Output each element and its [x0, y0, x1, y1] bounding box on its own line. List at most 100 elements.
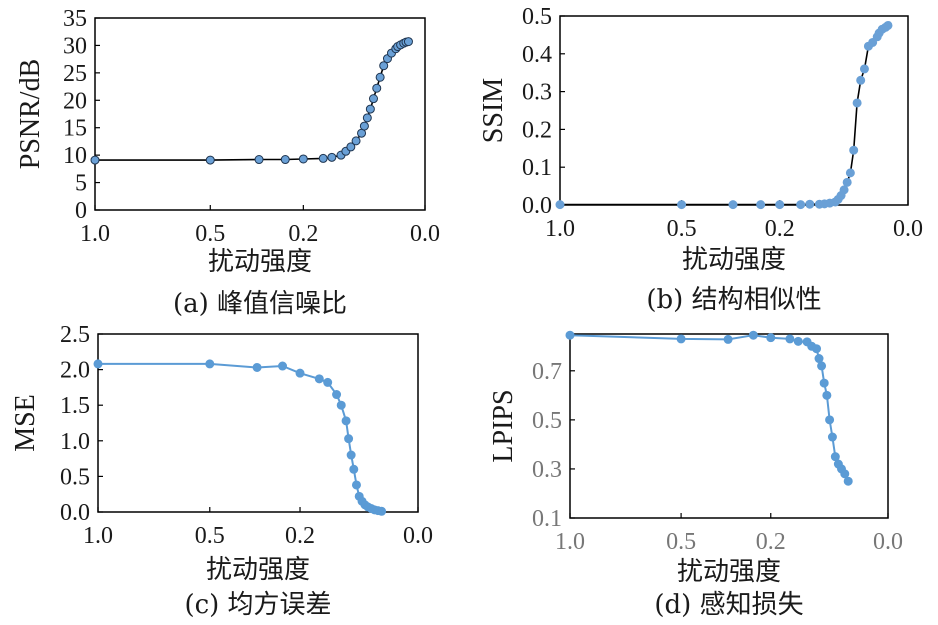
x-tick-label: 0.0	[873, 529, 903, 555]
y-tick-label: 2.5	[60, 322, 90, 348]
data-point	[827, 432, 837, 442]
data-point	[825, 415, 835, 425]
data-point	[372, 83, 382, 93]
y-tick-label: 0.5	[532, 408, 562, 434]
data-point	[362, 113, 372, 123]
data-point	[351, 480, 361, 490]
y-tick-label: 0.1	[522, 155, 552, 181]
data-point	[298, 154, 308, 164]
data-point	[346, 142, 356, 152]
y-tick-label: 0.7	[532, 359, 562, 385]
x-tick-label: 0.5	[667, 216, 697, 242]
data-point	[883, 20, 893, 30]
y-tick-label: 0.4	[522, 42, 552, 68]
data-point	[341, 416, 351, 426]
y-tick-label: 0.5	[522, 4, 552, 30]
y-tick-label: 0.2	[522, 117, 552, 143]
data-point	[344, 434, 354, 444]
data-point	[817, 361, 827, 371]
data-point	[375, 72, 385, 82]
data-point	[280, 155, 290, 165]
data-point	[785, 334, 795, 344]
y-tick-label: 0.0	[60, 500, 90, 526]
data-point	[359, 121, 369, 131]
data-point	[830, 452, 840, 462]
data-point	[856, 75, 866, 85]
series-line	[560, 24, 889, 206]
y-tick-label: 0.1	[532, 506, 562, 532]
x-tick-label: 0.2	[765, 216, 795, 242]
y-tick-label: 1.0	[60, 429, 90, 455]
data-point	[295, 368, 305, 378]
data-point	[314, 374, 324, 384]
data-point	[351, 136, 361, 146]
panel-caption: (b) 结构相似性	[646, 285, 821, 315]
data-point	[843, 476, 853, 486]
data-point	[805, 199, 815, 209]
y-axis-label: LPIPS	[488, 389, 519, 462]
chart-panel-c: 0.0 0.5 1.0 1.5 2.0 2.5 1.0 0.5 0.2 0.0 扰动强度 MSE (c)…	[10, 322, 433, 620]
data-point	[278, 361, 288, 371]
data-point	[346, 450, 356, 460]
y-tick-label: 15	[63, 116, 87, 142]
data-point	[677, 200, 687, 210]
data-point	[766, 333, 776, 343]
data-point	[555, 200, 565, 210]
panel-caption: (c) 均方误差	[184, 590, 331, 620]
data-point	[812, 344, 822, 354]
data-point	[349, 464, 359, 474]
data-point	[365, 104, 375, 114]
data-point	[793, 336, 803, 346]
y-tick-label: 2.0	[60, 358, 90, 384]
data-point	[840, 469, 850, 479]
y-tick-label: 30	[63, 33, 87, 59]
y-tick-label: 0.5	[60, 464, 90, 490]
y-tick-label: 5	[75, 171, 87, 197]
data-point	[254, 155, 264, 165]
y-tick-label: 0.3	[532, 457, 562, 483]
y-tick-label: 25	[63, 61, 87, 87]
x-tick-label: 0.0	[410, 221, 440, 247]
data-point	[368, 94, 378, 104]
data-point	[728, 200, 738, 210]
y-tick-label: 0.3	[522, 80, 552, 106]
x-tick-label: 0.0	[893, 216, 923, 242]
panel-caption: (d) 感知损失	[654, 590, 803, 620]
x-tick-label: 0.5	[195, 221, 225, 247]
data-point	[90, 155, 100, 165]
x-tick-label: 0.2	[288, 221, 318, 247]
data-point	[756, 200, 766, 210]
data-point	[842, 177, 852, 187]
y-axis-label: MSE	[10, 394, 41, 452]
data-point	[849, 145, 859, 155]
y-axis-label: SSIM	[478, 78, 509, 143]
data-point	[839, 185, 849, 195]
data-point	[332, 390, 342, 400]
data-point	[93, 359, 103, 369]
panel-caption: (a) 峰值信噪比	[173, 289, 347, 319]
y-tick-label: 35	[63, 6, 87, 32]
y-tick-label: 0	[75, 198, 87, 224]
x-tick-label: 1.0	[80, 221, 110, 247]
data-point	[336, 400, 346, 410]
x-tick-label: 1.0	[545, 216, 575, 242]
data-point	[327, 152, 337, 162]
chart-panel-d: 0.1 0.3 0.5 0.7 1.0 0.5 0.2 0.0 扰动强度 LPIPS (d) 感知损…	[488, 330, 903, 620]
x-axis-label: 扰动强度	[208, 247, 312, 277]
data-point	[676, 334, 686, 344]
data-point	[318, 153, 328, 163]
data-point	[377, 506, 387, 516]
data-point	[775, 200, 785, 210]
data-point	[796, 200, 806, 210]
data-point	[819, 378, 829, 388]
y-tick-label: 10	[63, 143, 87, 169]
data-point	[859, 64, 869, 74]
y-axis-label: PSNR/dB	[15, 59, 46, 170]
x-axis-label: 扰动强度	[682, 245, 786, 275]
data-point	[748, 330, 758, 340]
x-tick-label: 1.0	[83, 523, 113, 549]
x-axis-label: 扰动强度	[206, 555, 310, 585]
plot-frame	[569, 333, 889, 519]
